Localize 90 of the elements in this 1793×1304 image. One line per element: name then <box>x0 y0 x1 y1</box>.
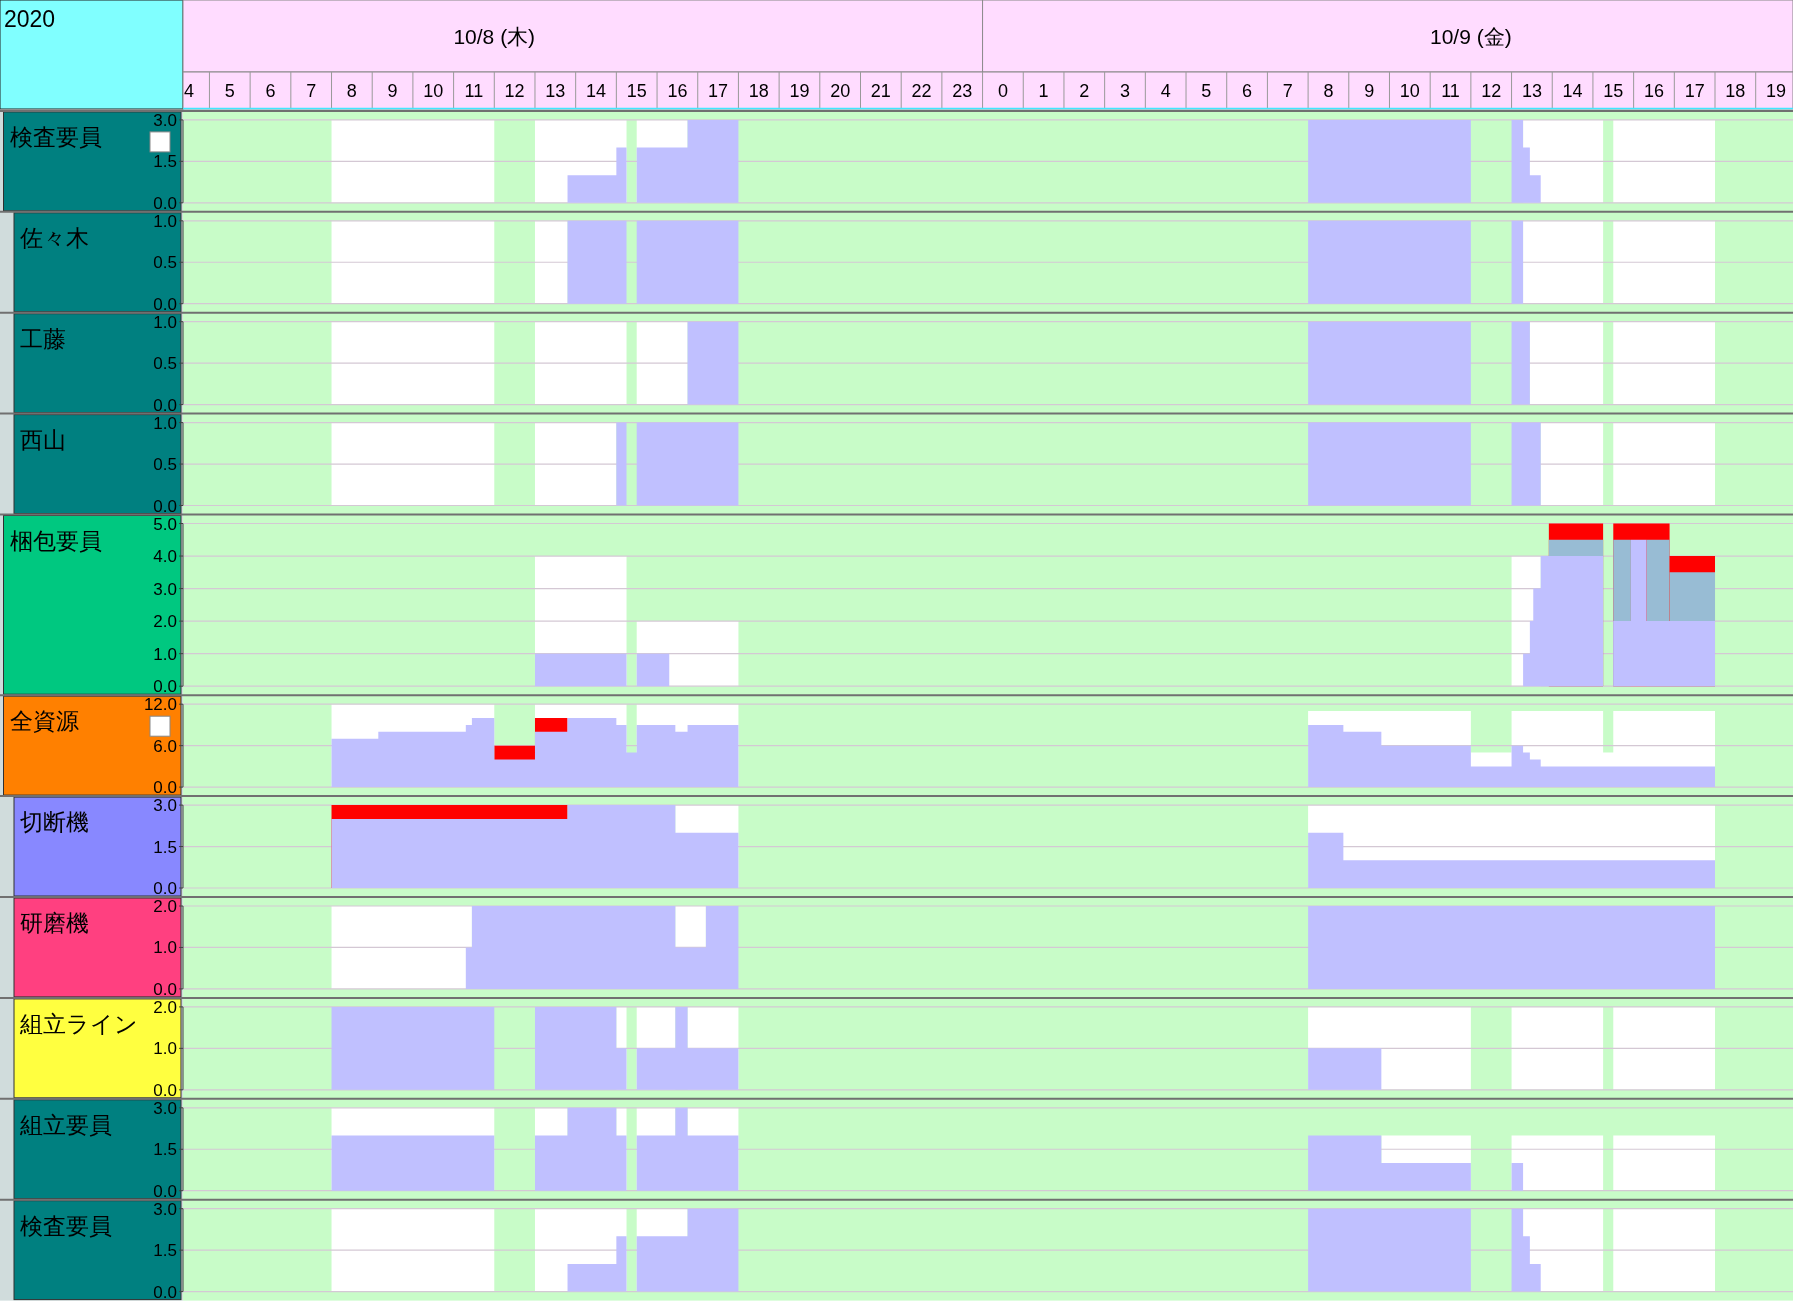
y-tick-label: 2.0 <box>153 611 177 631</box>
x-tick-label: 21 <box>870 80 891 101</box>
x-tick-label: 2 <box>1079 80 1090 101</box>
x-tick-label: 23 <box>952 80 973 101</box>
y-tick-label: 1.5 <box>153 151 177 171</box>
y-axis-title: 研磨機 <box>20 910 89 936</box>
y-axis-title: 組立ライン <box>19 1010 138 1037</box>
y-tick-label: 12.0 <box>143 694 177 714</box>
x-tick-label: 15 <box>626 80 647 101</box>
y-tick-label: 1.0 <box>153 937 177 957</box>
y-tick-label: 1.0 <box>153 413 177 433</box>
y-tick-label: 3.0 <box>153 110 177 130</box>
x-tick-label: 10 <box>423 80 444 101</box>
x-tick-label: 11 <box>464 80 484 101</box>
x-tick-label: 11 <box>1441 80 1460 101</box>
y-tick-label: 0.0 <box>153 294 177 314</box>
x-tick-label: 19 <box>789 80 810 101</box>
x-tick-label: 4 <box>184 80 195 101</box>
x-tick-label: 15 <box>1603 80 1624 101</box>
x-tick-label: 7 <box>306 80 317 101</box>
x-tick-label: 20 <box>830 80 851 101</box>
x-tick-label: 5 <box>1201 80 1212 101</box>
x-tick-label: 19 <box>1766 80 1787 101</box>
x-tick-label: 9 <box>1364 80 1375 101</box>
y-tick-label: 0.0 <box>153 979 177 999</box>
y-tick-label: 0.0 <box>153 676 177 696</box>
y-tick-label: 0.0 <box>153 1282 177 1302</box>
y-axis-title: 検査要員 <box>9 123 102 150</box>
x-tick-label: 7 <box>1282 80 1293 101</box>
x-tick-label: 13 <box>1521 80 1542 101</box>
y-tick-label: 3.0 <box>153 1199 177 1219</box>
y-tick-label: 1.0 <box>153 644 177 664</box>
y-tick-label: 3.0 <box>153 579 177 599</box>
x-tick-label: 8 <box>346 80 357 101</box>
text: 2020 <box>4 6 56 32</box>
x-tick-label: 12 <box>504 80 525 101</box>
y-tick-label: 1.5 <box>153 1240 177 1260</box>
x-tick-label: 3 <box>1119 80 1130 101</box>
y-tick-label: 0.0 <box>153 1080 177 1100</box>
y-tick-label: 1.0 <box>153 211 177 231</box>
y-tick-label: 0.5 <box>153 454 177 474</box>
x-tick-label: 6 <box>1242 80 1253 101</box>
y-tick-label: 2.0 <box>153 997 177 1017</box>
x-tick-label: 9 <box>387 80 398 101</box>
y-axis-title: 組立要員 <box>19 1111 112 1138</box>
x-tick-label: 1 <box>1038 80 1049 101</box>
x-tick-label: 16 <box>667 80 688 101</box>
y-tick-label: 1.0 <box>153 1038 177 1058</box>
y-tick-label: 0.5 <box>153 353 177 373</box>
y-axis-title: 切断機 <box>20 809 89 836</box>
y-axis-title: 梱包要員 <box>9 527 102 554</box>
y-tick-label: 0.0 <box>153 1181 177 1201</box>
x-tick-label: 13 <box>545 80 566 101</box>
x-tick-label: 4 <box>1160 80 1171 101</box>
x-tick-label: 17 <box>708 80 729 101</box>
y-tick-label: 2.0 <box>153 896 177 916</box>
x-tick-label: 12 <box>1481 80 1502 101</box>
x-tick-label: 22 <box>911 80 932 101</box>
x-tick-label: 5 <box>224 80 235 101</box>
x-tick-label: 6 <box>265 80 276 101</box>
x-tick-label: 17 <box>1684 80 1705 101</box>
x2-tick-label: 10/9 (金) <box>1430 24 1512 48</box>
x-tick-label: 14 <box>586 80 607 101</box>
y-tick-label: 1.5 <box>153 1139 177 1159</box>
y-axis-title: 西山 <box>20 426 66 453</box>
y-axis-title: 工藤 <box>20 325 66 352</box>
y-tick-label: 3.0 <box>153 1098 177 1118</box>
x-tick-label: 14 <box>1562 80 1583 101</box>
y-axis-title: 検査要員 <box>20 1212 112 1239</box>
x-tick-label: 0 <box>997 80 1008 101</box>
y-tick-label: 0.0 <box>153 496 177 515</box>
y-axis-title: 佐々木 <box>20 224 89 251</box>
x-tick-label: 18 <box>1725 80 1746 101</box>
y-tick-label: 5.0 <box>153 514 177 533</box>
y-tick-label: 1.0 <box>153 312 177 332</box>
y-tick-label: 0.0 <box>153 395 177 415</box>
y-axis-title: 全資源 <box>9 708 79 735</box>
x-tick-label: 8 <box>1323 80 1334 101</box>
y-tick-label: 3.0 <box>153 795 177 815</box>
x-tick-label: 10 <box>1399 80 1420 101</box>
y-tick-label: 1.5 <box>153 837 177 857</box>
y-tick-label: 0.5 <box>153 252 177 272</box>
y-tick-label: 0.0 <box>153 878 177 898</box>
y-tick-label: 4.0 <box>153 546 177 566</box>
x2-tick-label: 10/8 (木) <box>453 24 536 48</box>
y-tick-label: 6.0 <box>153 736 177 756</box>
y-tick-label: 0.0 <box>153 777 177 797</box>
x-tick-label: 16 <box>1643 80 1664 101</box>
x-tick-label: 18 <box>748 80 769 101</box>
y-tick-label: 0.0 <box>153 193 177 213</box>
